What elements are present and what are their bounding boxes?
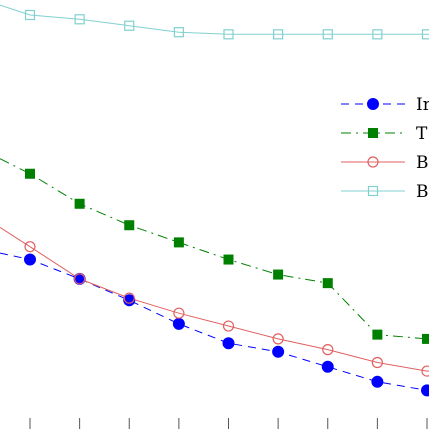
series-1-point-5 xyxy=(222,337,235,350)
series-markers xyxy=(24,9,429,397)
legend-label-2: T xyxy=(416,124,428,144)
legend-label-4: B xyxy=(416,182,429,202)
series-2-point-7 xyxy=(322,278,333,289)
series-1-point-6 xyxy=(272,345,285,358)
series-2-point-8 xyxy=(372,329,383,340)
legend-label-3: B xyxy=(416,153,429,173)
series-4-point-3 xyxy=(124,20,135,31)
series-1-point-1 xyxy=(24,253,36,266)
series-2-point-1 xyxy=(25,168,35,179)
x-axis-ticks xyxy=(29,418,428,429)
series-2-point-9 xyxy=(422,333,429,344)
series-1-point-8 xyxy=(371,375,384,388)
series-lines xyxy=(0,4,429,391)
series-2-point-3 xyxy=(124,220,135,231)
series-2-point-4 xyxy=(173,237,184,248)
series-line-4 xyxy=(0,4,429,35)
series-3-point-3 xyxy=(123,292,135,304)
series-3-point-2 xyxy=(74,273,86,285)
series-4-point-2 xyxy=(74,14,85,25)
series-4-point-1 xyxy=(24,9,36,21)
series-1-point-7 xyxy=(321,360,334,373)
series-line-2 xyxy=(0,158,429,340)
series-4-point-7 xyxy=(322,29,333,40)
series-1-point-9 xyxy=(421,384,429,397)
series-4-point-5 xyxy=(223,29,234,40)
series-3-point-4 xyxy=(173,307,185,319)
series-2-point-2 xyxy=(74,198,85,209)
series-line-1 xyxy=(0,252,429,391)
series-line-3 xyxy=(0,226,429,372)
series-2-point-6 xyxy=(273,269,284,280)
legend-marker-4 xyxy=(367,185,379,197)
series-2-point-5 xyxy=(223,254,234,265)
series-4-point-9 xyxy=(421,29,429,40)
legend-label-1: Ir xyxy=(416,95,429,115)
series-3-point-6 xyxy=(272,333,284,345)
series-4-point-6 xyxy=(273,29,284,40)
series-3-point-8 xyxy=(371,356,383,369)
legend-marker-2 xyxy=(368,128,378,138)
series-3-point-1 xyxy=(24,241,36,253)
series-3-point-5 xyxy=(222,320,235,332)
series-1-point-4 xyxy=(172,317,185,330)
legend-marker-1 xyxy=(367,98,379,110)
series-1-point-3 xyxy=(123,294,136,307)
legend-marker-3 xyxy=(367,156,379,168)
series-4-point-4 xyxy=(173,27,184,38)
series-4-point-8 xyxy=(372,29,383,40)
series-3-point-9 xyxy=(421,365,429,377)
series-3-point-7 xyxy=(322,344,334,356)
